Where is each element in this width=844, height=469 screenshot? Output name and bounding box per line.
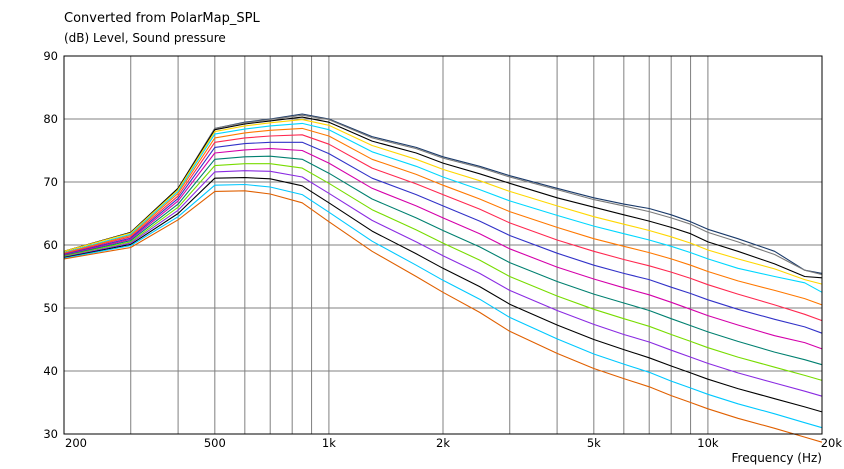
y-tick-label: 80 — [43, 112, 58, 126]
x-tick-label: 200 — [65, 436, 87, 450]
grid — [64, 56, 822, 434]
y-tick-label: 40 — [43, 364, 58, 378]
plot-frame — [63, 55, 823, 435]
tick-labels: 90 80 70 60 50 40 30 200 500 1k 2k 5k 10k 20k — [43, 49, 842, 450]
series-line-7 — [63, 134, 823, 322]
x-tick-label: 500 — [204, 436, 226, 450]
x-axis-label: Frequency (Hz) — [731, 451, 823, 465]
x-tick-label: 2k — [436, 436, 450, 450]
series-line-13 — [63, 177, 823, 413]
series-line-10 — [63, 155, 823, 366]
y-tick-label: 50 — [43, 301, 58, 315]
series-line-11 — [63, 163, 823, 381]
series-line-3 — [63, 116, 823, 279]
series-line-15 — [63, 190, 823, 443]
y-tick-label: 60 — [43, 238, 58, 252]
x-tick-label: 1k — [322, 436, 336, 450]
series-line-4 — [63, 119, 823, 285]
y-tick-label: 90 — [43, 49, 58, 63]
x-tick-label: 10k — [697, 436, 719, 450]
y-tick-label: 70 — [43, 175, 58, 189]
series-line-14 — [63, 183, 823, 429]
y-axis-label: (dB) Level, Sound pressure — [64, 31, 226, 45]
series-line-5 — [63, 122, 823, 293]
chart-title: Converted from PolarMap_SPL — [64, 11, 260, 26]
series-line-2 — [63, 114, 823, 276]
series-line-6 — [63, 127, 823, 306]
series-line-8 — [63, 141, 823, 334]
y-tick-label: 30 — [43, 427, 58, 441]
series-lines — [63, 113, 823, 443]
series-line-9 — [63, 148, 823, 350]
x-tick-label: 5k — [587, 436, 601, 450]
x-tick-label: 20k — [821, 436, 843, 450]
series-line-12 — [63, 170, 823, 397]
